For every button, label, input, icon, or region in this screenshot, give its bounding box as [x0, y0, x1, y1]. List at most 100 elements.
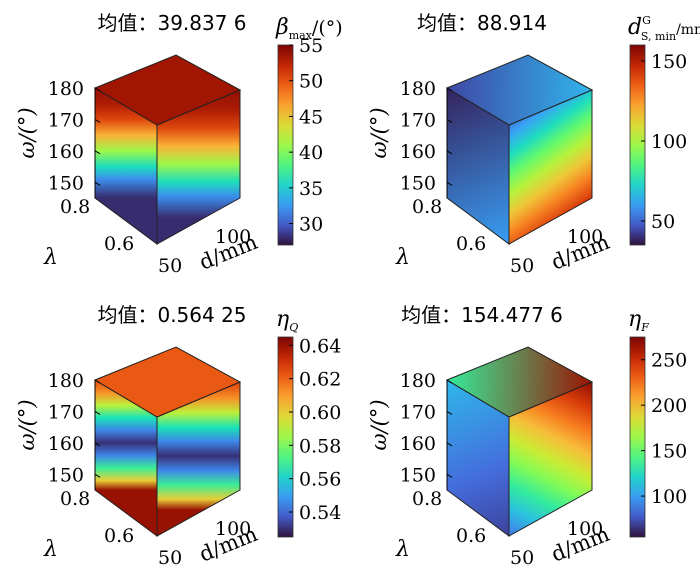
omega-axis: 180 170 160 150 ω/(°) — [367, 78, 453, 198]
omega-tick-label: 160 — [48, 141, 84, 163]
d-tick-label: 50 — [158, 255, 182, 277]
cube-face-top — [93, 54, 242, 126]
omega-tick-label: 150 — [48, 172, 84, 194]
colorbar-tick-label: 100 — [651, 131, 687, 153]
d-tick-label: 50 — [510, 255, 534, 277]
omega-tick-label: 170 — [400, 401, 436, 423]
colorbar-tick-label: 0.56 — [299, 469, 341, 491]
omega-tick-label: 150 — [400, 464, 436, 486]
colorbar-tick-label: 35 — [299, 178, 323, 200]
cube-face-top — [93, 346, 242, 418]
colorbar-label: ηQ — [276, 307, 298, 334]
omega-tick — [94, 410, 101, 415]
omega-tick-label: 180 — [48, 78, 84, 100]
omega-tick — [94, 379, 101, 384]
omega-tick-label: 150 — [48, 464, 84, 486]
colorbar-label-sub: Q — [289, 321, 298, 334]
omega-tick-label: 160 — [400, 141, 436, 163]
lambda-axis-title: λ — [43, 245, 58, 270]
omega-tick — [446, 118, 453, 123]
colorbar-tick-label: 50 — [651, 211, 675, 233]
lambda-tick-label: 0.8 — [60, 196, 90, 218]
omega-axis-title: ω/(°) — [15, 107, 39, 158]
lambda-tick-label: 0.8 — [412, 196, 442, 218]
omega-tick — [446, 181, 453, 186]
panel-title: 均值：88.914 — [417, 11, 547, 35]
colorbar-tick-label: 200 — [651, 395, 687, 417]
colorbar-gradient — [277, 336, 294, 538]
d-tick-label: 100 — [215, 226, 251, 248]
colorbar-label-unit: /(°) — [312, 17, 343, 39]
cube-face-top — [445, 346, 594, 418]
omega-tick — [446, 87, 453, 92]
colorbar-label: βmax/(°) — [275, 15, 343, 42]
lambda-axis: 0.8 0.6 λ — [395, 196, 486, 270]
lambda-axis: 0.8 0.6 λ — [43, 488, 134, 562]
colorbar-tick-label: 30 — [299, 214, 323, 236]
omega-tick — [94, 473, 101, 478]
lambda-tick-label: 0.8 — [412, 488, 442, 510]
omega-tick — [94, 118, 101, 123]
omega-tick — [94, 150, 101, 155]
colorbar-tick-label: 100 — [651, 486, 687, 508]
omega-tick-label: 150 — [400, 172, 436, 194]
omega-axis-title: ω/(°) — [367, 107, 391, 158]
colorbar-label-main: β — [275, 15, 289, 40]
omega-tick-label: 170 — [48, 401, 84, 423]
colorbar-tick-label: 0.64 — [299, 335, 341, 357]
omega-tick-label: 180 — [400, 78, 436, 100]
panel-title: 均值：0.564 25 — [97, 303, 246, 327]
panel-eta-f: 均值：154.477 6 180 170 160 150 ω/(°) 0.8 0.6 λ 100… — [367, 303, 687, 569]
colorbar-label-sub: max — [289, 29, 313, 42]
colorbar-label-sub: S, min — [641, 30, 676, 43]
colorbar: 250 200 150 100 ηF — [628, 307, 687, 538]
omega-tick — [446, 473, 453, 478]
omega-tick-label: 170 — [48, 109, 84, 131]
colorbar-tick-label: 0.58 — [299, 435, 341, 457]
lambda-tick-label: 0.6 — [104, 525, 134, 547]
colorbar-label-unit: /mm — [676, 22, 700, 38]
d-tick-label: 100 — [215, 518, 251, 540]
colorbar-tick-label: 55 — [299, 35, 323, 57]
colorbar-label: dG S, min/mm — [628, 14, 700, 43]
colorbar-tick-label: 150 — [651, 441, 687, 463]
omega-tick-label: 160 — [400, 433, 436, 455]
colorbar-tick-label: 0.54 — [299, 502, 341, 524]
colorbar-label: ηF — [628, 307, 649, 334]
d-tick-label: 50 — [158, 547, 182, 569]
panel-title: 均值：39.837 6 — [97, 11, 246, 35]
lambda-tick-label: 0.8 — [60, 488, 90, 510]
colorbar-label-main: d — [628, 15, 642, 40]
omega-axis: 180 170 160 150 ω/(°) — [15, 78, 101, 198]
omega-tick — [446, 442, 453, 447]
colorbar-gradient — [629, 44, 646, 246]
panel-title: 均值：154.477 6 — [401, 303, 563, 327]
colorbar: 0.64 0.62 0.60 0.58 0.56 0.54 ηQ — [276, 307, 341, 538]
colorbar-label-main: η — [276, 307, 289, 332]
omega-tick — [94, 181, 101, 186]
omega-tick — [446, 150, 453, 155]
colorbar-tick-label: 150 — [651, 51, 687, 73]
omega-axis-title: ω/(°) — [15, 399, 39, 450]
omega-axis: 180 170 160 150 ω/(°) — [367, 370, 453, 490]
colorbar-tick-label: 0.62 — [299, 369, 341, 391]
omega-tick-label: 170 — [400, 109, 436, 131]
omega-tick — [94, 87, 101, 92]
omega-tick-label: 180 — [48, 370, 84, 392]
colorbar-label-sub: F — [640, 321, 649, 334]
panel-beta-max: 均值：39.837 6 180 170 160 150 ω/(°) 0.8 0.6 λ 100 5… — [15, 11, 343, 277]
d-tick-label: 100 — [567, 518, 603, 540]
colorbar-label-main: η — [628, 307, 641, 332]
cube-face-top — [445, 54, 594, 126]
colorbar: 55 50 45 40 35 30 βmax/(°) — [275, 15, 343, 246]
colorbar-label-sup: G — [642, 14, 651, 27]
panel-d-s-min: 均值：88.914 180 170 160 150 ω/(°) 0.8 0.6 λ 100 50 d… — [367, 11, 700, 277]
omega-tick — [446, 379, 453, 384]
panel-eta-q: 均值：0.564 25 180 170 160 150 ω/(°) 0.8 0.6 λ 100 5… — [15, 303, 341, 569]
colorbar-tick-label: 50 — [299, 71, 323, 93]
omega-axis-title: ω/(°) — [367, 399, 391, 450]
lambda-axis-title: λ — [43, 537, 58, 562]
colorbar-gradient — [629, 336, 646, 538]
omega-axis: 180 170 160 150 ω/(°) — [15, 370, 101, 490]
